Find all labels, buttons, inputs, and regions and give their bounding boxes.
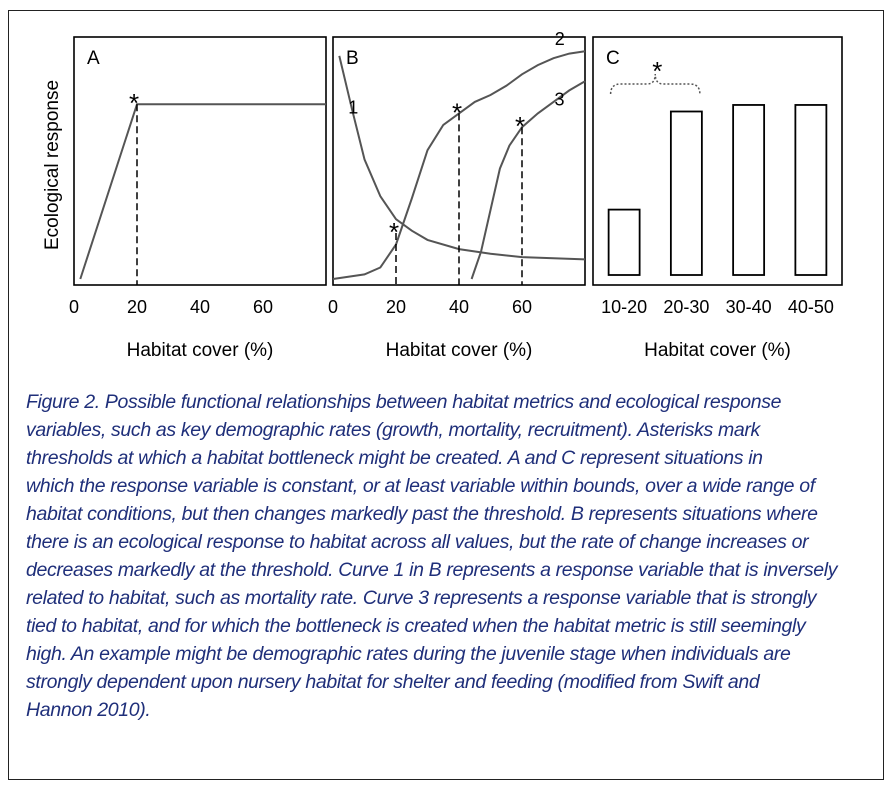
caption-line: high. An example might be demographic ra… <box>26 643 791 665</box>
panel-a-frame <box>73 36 327 286</box>
caption-line: thresholds at which a habitat bottleneck… <box>26 447 763 469</box>
caption-line: Figure 2. Possible functional relationsh… <box>26 391 782 413</box>
x-tick-label: 40 <box>190 297 210 317</box>
x-axis-label: Habitat cover (%) <box>127 340 274 361</box>
caption-line: variables, such as key demographic rates… <box>26 419 760 441</box>
bar <box>669 110 703 276</box>
x-tick-label: 10-20 <box>601 297 647 317</box>
caption-line: strongly dependent upon nursery habitat … <box>26 671 760 693</box>
threshold-asterisk: * <box>652 56 662 86</box>
series-line <box>470 80 586 280</box>
threshold-asterisk: * <box>389 217 399 247</box>
caption-line: habitat conditions, but then changes mar… <box>26 503 818 525</box>
caption-line: which the response variable is constant,… <box>26 475 815 497</box>
caption-line: decreases markedly at the threshold. Cur… <box>26 559 838 581</box>
x-tick-label: 60 <box>512 297 532 317</box>
series-label: 3 <box>554 90 564 110</box>
panel-c-frame <box>592 36 843 286</box>
x-axis-label: Habitat cover (%) <box>644 340 791 361</box>
x-tick-label: 40 <box>449 297 469 317</box>
panel-label-c: C <box>606 48 620 69</box>
threshold-asterisk: * <box>452 97 462 127</box>
caption-line: there is an ecological response to habit… <box>26 531 809 553</box>
y-axis-label: Ecological response <box>42 80 63 250</box>
bar <box>607 208 641 276</box>
caption-line: Hannon 2010). <box>26 699 151 721</box>
series-line <box>332 50 586 280</box>
series-line <box>338 55 586 261</box>
x-tick-label: 20 <box>386 297 406 317</box>
bar <box>732 104 766 276</box>
threshold-asterisk: * <box>129 88 139 118</box>
panel-label-b: B <box>346 48 359 69</box>
threshold-asterisk: * <box>515 111 525 141</box>
x-tick-label: 20 <box>127 297 147 317</box>
bar <box>794 104 828 276</box>
figure-caption: Figure 2. Possible functional relationsh… <box>26 388 846 724</box>
x-tick-label: 40-50 <box>788 297 834 317</box>
x-axis-label: Habitat cover (%) <box>386 340 533 361</box>
series-label: 1 <box>348 97 358 117</box>
x-tick-label: 30-40 <box>726 297 772 317</box>
caption-line: tied to habitat, and for which the bottl… <box>26 615 806 637</box>
series-line <box>79 103 326 280</box>
x-tick-label: 0 <box>328 297 338 317</box>
x-tick-label: 20-30 <box>663 297 709 317</box>
x-tick-label: 60 <box>253 297 273 317</box>
caption-line: related to habitat, such as mortality ra… <box>26 587 817 609</box>
x-tick-label: 0 <box>69 297 79 317</box>
threshold-brace <box>609 73 701 95</box>
panel-label-a: A <box>87 48 100 69</box>
series-label: 2 <box>555 29 565 49</box>
